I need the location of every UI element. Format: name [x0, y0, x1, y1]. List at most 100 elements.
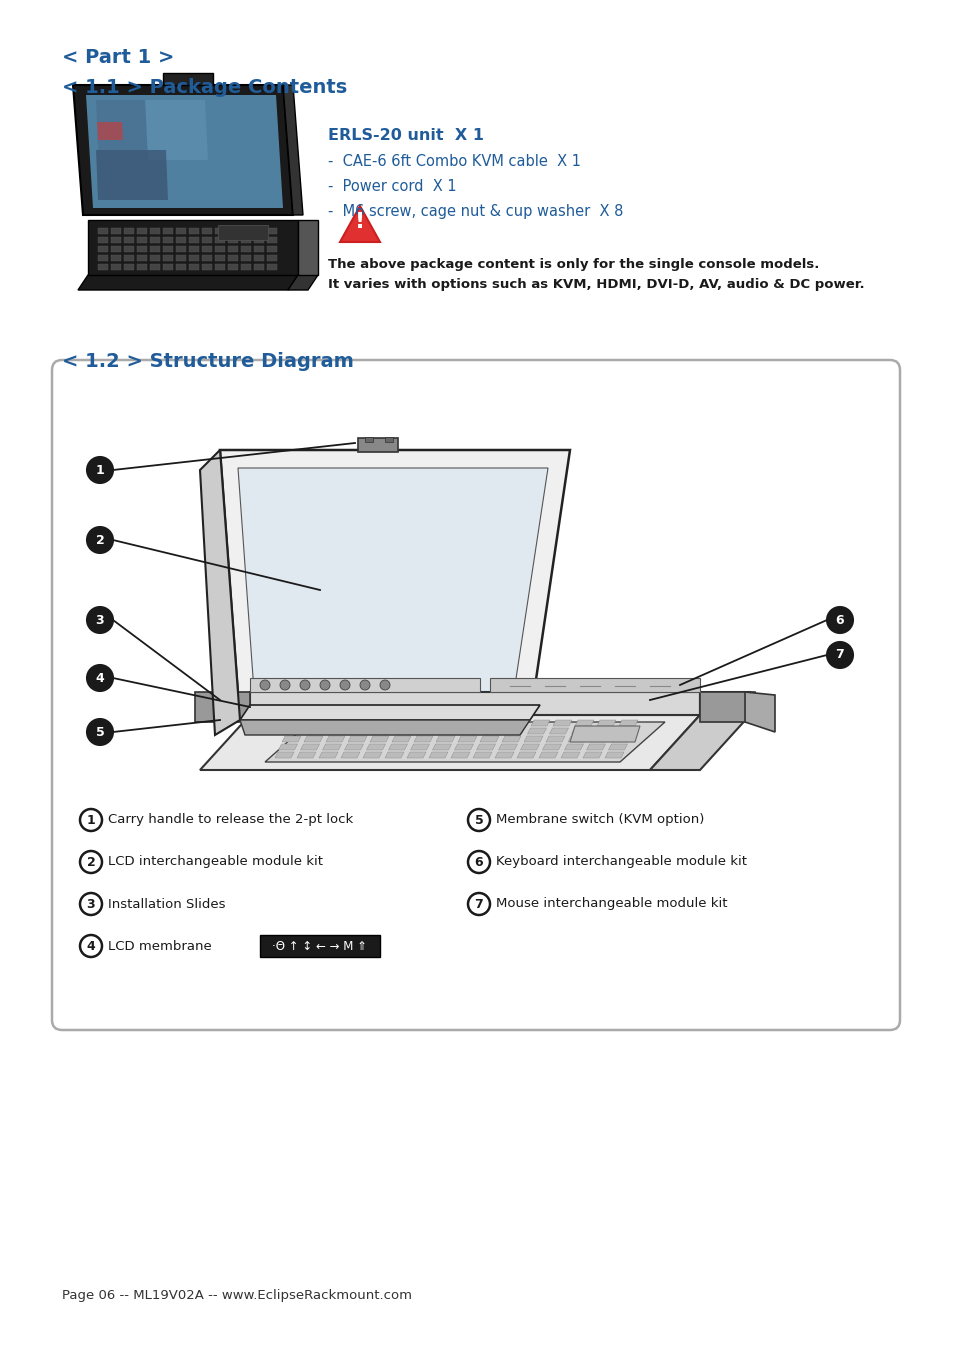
- Text: Mouse interchangeable module kit: Mouse interchangeable module kit: [496, 898, 727, 910]
- Polygon shape: [436, 736, 455, 742]
- Polygon shape: [274, 752, 294, 757]
- Polygon shape: [567, 736, 586, 742]
- Polygon shape: [88, 220, 297, 275]
- Polygon shape: [285, 728, 304, 734]
- Polygon shape: [589, 736, 608, 742]
- Polygon shape: [73, 85, 293, 215]
- Polygon shape: [250, 693, 700, 716]
- Polygon shape: [282, 736, 301, 742]
- Bar: [253, 255, 264, 261]
- Bar: [241, 255, 251, 261]
- Polygon shape: [357, 437, 397, 452]
- Polygon shape: [586, 744, 605, 751]
- Polygon shape: [495, 752, 514, 757]
- Polygon shape: [333, 720, 352, 726]
- Polygon shape: [612, 736, 630, 742]
- Polygon shape: [388, 744, 407, 751]
- Polygon shape: [486, 720, 505, 726]
- FancyBboxPatch shape: [52, 360, 899, 1030]
- Polygon shape: [608, 744, 627, 751]
- Polygon shape: [744, 693, 774, 732]
- Text: 4: 4: [87, 940, 95, 953]
- Circle shape: [359, 680, 370, 690]
- Circle shape: [87, 608, 112, 633]
- Bar: [150, 255, 160, 261]
- Text: 1: 1: [87, 814, 95, 826]
- Text: !: !: [355, 212, 365, 232]
- Bar: [253, 228, 264, 234]
- Bar: [111, 265, 121, 270]
- Polygon shape: [527, 728, 546, 734]
- Bar: [163, 238, 172, 243]
- Bar: [253, 238, 264, 243]
- Polygon shape: [374, 728, 392, 734]
- Polygon shape: [200, 450, 240, 734]
- Polygon shape: [417, 728, 436, 734]
- Polygon shape: [78, 275, 297, 290]
- Circle shape: [379, 680, 390, 690]
- Circle shape: [87, 666, 112, 691]
- Polygon shape: [283, 85, 303, 215]
- Bar: [124, 228, 133, 234]
- Polygon shape: [326, 736, 345, 742]
- Bar: [163, 73, 213, 85]
- Text: Installation Slides: Installation Slides: [108, 898, 225, 910]
- Polygon shape: [363, 752, 381, 757]
- Text: ·Θ ↑ ↕ ← → M ⇑: ·Θ ↑ ↕ ← → M ⇑: [273, 940, 367, 953]
- Polygon shape: [329, 728, 348, 734]
- Bar: [163, 246, 172, 252]
- Bar: [175, 246, 186, 252]
- Polygon shape: [322, 744, 341, 751]
- Polygon shape: [311, 720, 330, 726]
- Bar: [189, 255, 199, 261]
- Polygon shape: [420, 720, 439, 726]
- Bar: [111, 228, 121, 234]
- Bar: [267, 228, 276, 234]
- Circle shape: [468, 850, 490, 873]
- Polygon shape: [344, 744, 363, 751]
- Polygon shape: [432, 744, 451, 751]
- Bar: [214, 238, 225, 243]
- Bar: [189, 228, 199, 234]
- Polygon shape: [300, 744, 319, 751]
- Polygon shape: [370, 736, 389, 742]
- Polygon shape: [505, 728, 524, 734]
- Bar: [241, 228, 251, 234]
- Bar: [267, 265, 276, 270]
- Polygon shape: [250, 678, 479, 693]
- Polygon shape: [414, 736, 433, 742]
- Text: Membrane switch (KVM option): Membrane switch (KVM option): [496, 814, 703, 826]
- Polygon shape: [442, 720, 461, 726]
- Polygon shape: [542, 744, 561, 751]
- Circle shape: [339, 680, 350, 690]
- Polygon shape: [429, 752, 448, 757]
- Bar: [189, 265, 199, 270]
- Bar: [202, 238, 212, 243]
- Polygon shape: [395, 728, 414, 734]
- Bar: [111, 246, 121, 252]
- Bar: [175, 238, 186, 243]
- Polygon shape: [593, 728, 612, 734]
- Bar: [228, 238, 237, 243]
- Circle shape: [826, 608, 852, 633]
- Polygon shape: [569, 726, 639, 743]
- Polygon shape: [517, 752, 536, 757]
- Polygon shape: [97, 122, 123, 140]
- Bar: [98, 246, 108, 252]
- Polygon shape: [560, 752, 579, 757]
- Polygon shape: [564, 744, 583, 751]
- Polygon shape: [545, 736, 564, 742]
- Bar: [98, 265, 108, 270]
- Bar: [137, 255, 147, 261]
- Bar: [260, 936, 379, 957]
- Bar: [202, 255, 212, 261]
- Text: LCD interchangeable module kit: LCD interchangeable module kit: [108, 856, 323, 868]
- Text: -  CAE-6 6ft Combo KVM cable  X 1: - CAE-6 6ft Combo KVM cable X 1: [328, 154, 580, 169]
- Text: < 1.1 > Package Contents: < 1.1 > Package Contents: [62, 78, 347, 97]
- Bar: [214, 255, 225, 261]
- Polygon shape: [366, 744, 385, 751]
- Circle shape: [280, 680, 290, 690]
- Circle shape: [826, 643, 852, 668]
- Polygon shape: [501, 736, 520, 742]
- Bar: [124, 246, 133, 252]
